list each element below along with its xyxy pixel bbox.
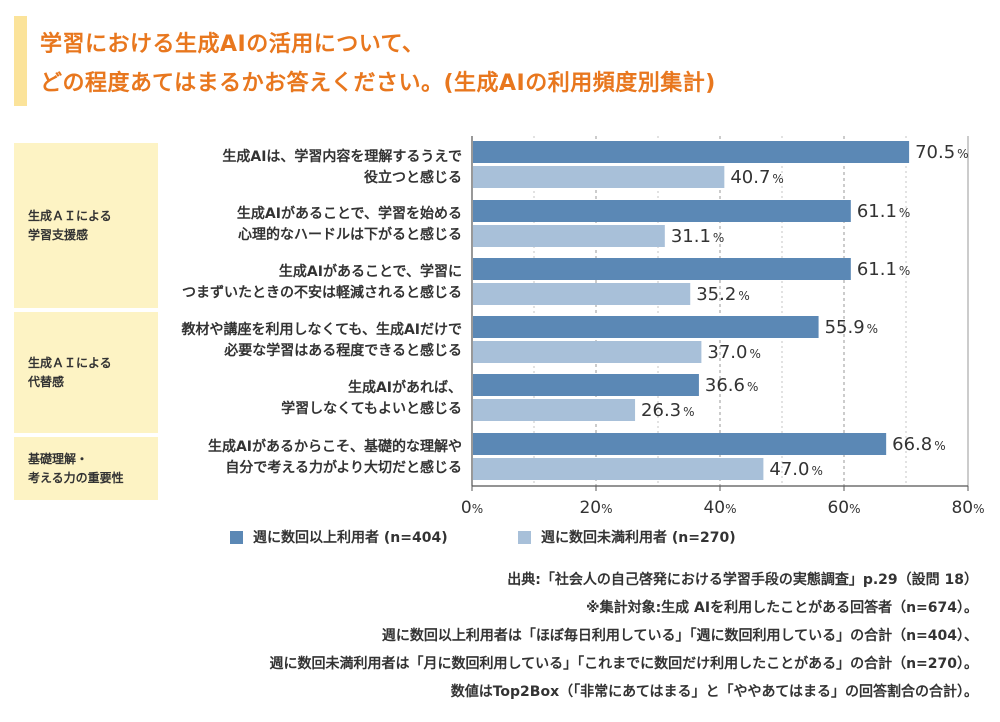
bar-weekly-plus [473,374,699,396]
bar-weekly-plus [473,433,887,455]
bar-weekly-less [473,166,725,188]
question-label-5: 生成AIがあれば、 学習しなくてもよいと感じる [281,380,462,417]
data-label: 40.7% [730,167,783,188]
question-label-1: 生成AIは、学習内容を理解するうえで 役立つと感じる [222,149,462,186]
chart-title-line-1: 学習における生成AIの活用について、 [40,32,425,57]
group-label-text: 生成ＡＩによる 代替感 [28,355,112,389]
data-label: 36.6% [705,375,758,396]
data-label: 26.3% [641,400,694,421]
bar-weekly-plus [473,200,851,222]
legend-swatch-series1 [230,530,243,544]
group-label-substitution: 生成ＡＩによる 代替感 [14,312,158,433]
legend-label-series2: 週に数回未満利用者 (n=270) [541,530,736,546]
question-label-6: 生成AIがあるからこそ、基礎的な理解や 自分で考える力がより大切だと感じる [207,439,462,476]
data-label: 31.1% [671,226,724,247]
x-tick-label: 80% [951,498,984,518]
data-label: 70.5% [915,142,968,163]
bar-weekly-plus [473,258,851,280]
bar-weekly-less [473,458,764,480]
group-label-text: 基礎理解・ 考える力の重要性 [28,451,124,485]
x-tick-label: 0% [461,498,483,518]
group-label-foundation: 基礎理解・ 考える力の重要性 [14,437,158,500]
x-tick-label: 40% [703,498,736,518]
definition-note-2: 週に数回未満利用者は「月に数回利用している」「これまでに数回だけ利用したことがあ… [269,656,979,672]
legend-item-weekly-less: 週に数回未満利用者 (n=270) [518,527,736,547]
title-accent-bar [14,16,27,106]
question-label-4: 教材や講座を利用しなくても、生成AIだけで 必要な学習はある程度できると感じる [181,322,462,359]
group-label-text: 生成ＡＩによる 学習支援感 [28,208,112,242]
data-label: 35.2% [696,284,749,305]
bar-weekly-plus [473,141,910,163]
x-tick-label: 20% [579,498,612,518]
data-label: 47.0% [769,459,822,480]
group-label-learning-support: 生成ＡＩによる 学習支援感 [14,143,158,308]
bar-weekly-less [473,399,636,421]
legend-item-weekly-plus: 週に数回以上利用者 (n=404) [230,527,448,547]
legend-swatch-series2 [518,530,531,544]
chart-title-line-2: どの程度あてはまるかお答えください。(生成AIの利用頻度別集計) [40,71,716,96]
bar-weekly-less [473,225,665,247]
data-label: 37.0% [707,342,760,363]
data-label: 61.1% [857,259,910,280]
data-label: 55.9% [825,317,878,338]
question-label-3: 生成AIがあることで、学習に つまずいたときの不安は軽減されると感じる [182,264,462,301]
question-label-2: 生成AIがあることで、学習を始める 心理的なハードルは下がると感じる [236,206,462,243]
bar-weekly-less [473,283,691,305]
data-label: 66.8% [892,434,945,455]
source-note: 出典:「社会人の自己啓発における学習手段の実態調査」p.29（設問 18） [507,572,978,588]
target-note: ※集計対象:生成 AIを利用したことがある回答者（n=674）。 [585,600,978,616]
bar-weekly-plus [473,316,819,338]
x-tick-label: 60% [827,498,860,518]
value-note: 数値はTop2Box（「非常にあてはまる」と「ややあてはまる」の回答割合の合計）… [450,684,978,700]
bar-weekly-less [473,341,702,363]
data-label: 61.1% [857,201,910,222]
definition-note-1: 週に数回以上利用者は「ほぼ毎日利用している」「週に数回利用している」の合計（n=… [381,628,978,644]
legend-label-series1: 週に数回以上利用者 (n=404) [253,530,448,546]
